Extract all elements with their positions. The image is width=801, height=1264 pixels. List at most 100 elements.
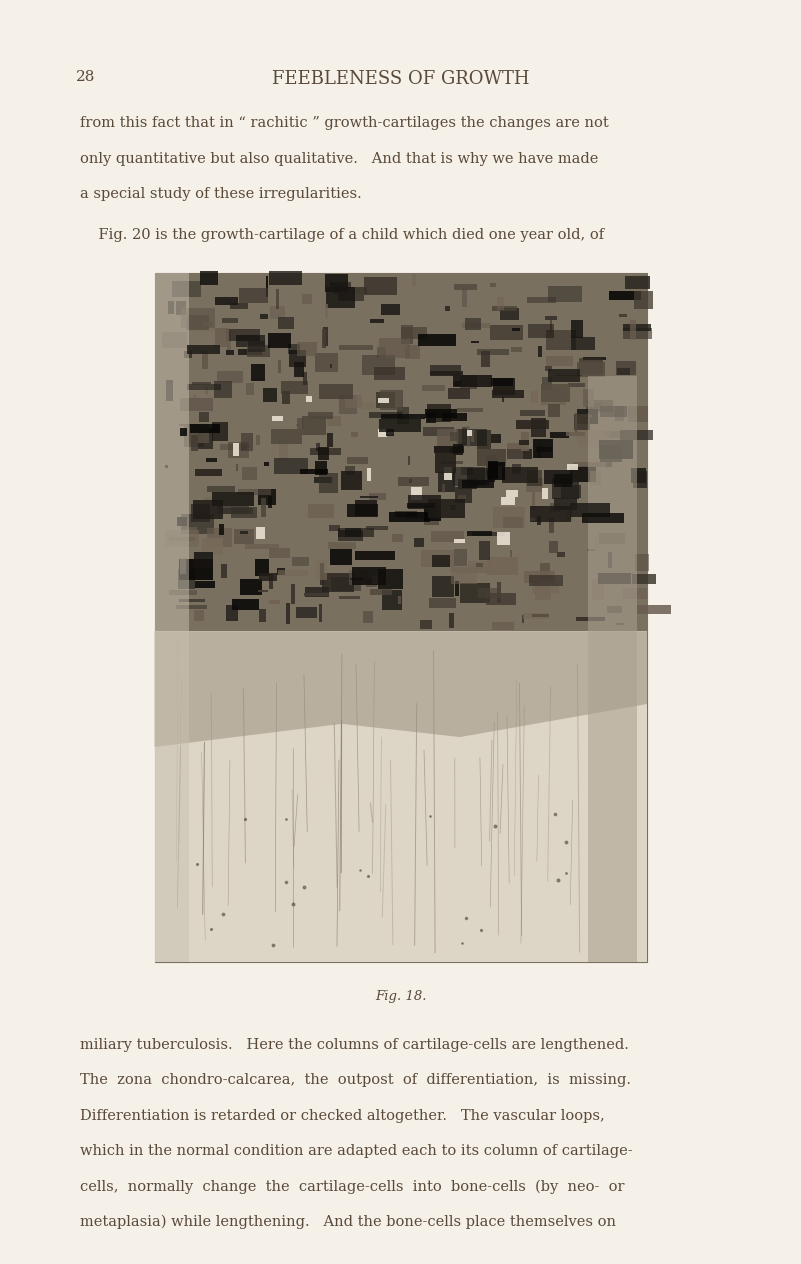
FancyBboxPatch shape xyxy=(304,594,328,597)
FancyBboxPatch shape xyxy=(455,580,459,597)
FancyBboxPatch shape xyxy=(616,623,624,624)
FancyBboxPatch shape xyxy=(549,541,558,554)
FancyBboxPatch shape xyxy=(428,404,451,422)
FancyBboxPatch shape xyxy=(302,295,312,305)
FancyBboxPatch shape xyxy=(240,432,253,451)
FancyBboxPatch shape xyxy=(366,526,388,530)
FancyBboxPatch shape xyxy=(302,416,326,435)
FancyBboxPatch shape xyxy=(305,586,329,598)
FancyBboxPatch shape xyxy=(586,401,614,412)
FancyBboxPatch shape xyxy=(165,530,199,547)
FancyBboxPatch shape xyxy=(296,423,299,426)
FancyBboxPatch shape xyxy=(431,531,464,542)
FancyBboxPatch shape xyxy=(274,458,308,474)
FancyBboxPatch shape xyxy=(169,590,197,595)
Text: from this fact that in “ rachitic ” growth-cartilages the changes are not: from this fact that in “ rachitic ” grow… xyxy=(80,116,609,130)
FancyBboxPatch shape xyxy=(282,391,290,404)
FancyBboxPatch shape xyxy=(476,564,483,566)
FancyBboxPatch shape xyxy=(420,621,432,629)
FancyBboxPatch shape xyxy=(449,613,454,628)
FancyBboxPatch shape xyxy=(457,408,483,412)
FancyBboxPatch shape xyxy=(486,593,516,604)
FancyBboxPatch shape xyxy=(180,428,187,436)
FancyBboxPatch shape xyxy=(455,487,472,503)
FancyBboxPatch shape xyxy=(382,590,402,611)
FancyBboxPatch shape xyxy=(207,458,217,461)
FancyBboxPatch shape xyxy=(260,498,266,517)
FancyBboxPatch shape xyxy=(525,571,554,583)
FancyBboxPatch shape xyxy=(590,403,602,411)
FancyBboxPatch shape xyxy=(330,550,352,565)
FancyBboxPatch shape xyxy=(187,345,220,354)
FancyBboxPatch shape xyxy=(179,559,213,580)
FancyBboxPatch shape xyxy=(550,503,560,512)
FancyBboxPatch shape xyxy=(487,557,518,575)
FancyBboxPatch shape xyxy=(545,316,557,320)
FancyBboxPatch shape xyxy=(242,466,257,480)
FancyBboxPatch shape xyxy=(366,578,376,586)
FancyBboxPatch shape xyxy=(255,559,269,575)
FancyBboxPatch shape xyxy=(554,474,571,488)
FancyBboxPatch shape xyxy=(272,416,283,421)
FancyBboxPatch shape xyxy=(530,391,537,403)
FancyBboxPatch shape xyxy=(486,455,497,477)
FancyBboxPatch shape xyxy=(192,382,211,386)
FancyBboxPatch shape xyxy=(615,406,625,421)
FancyBboxPatch shape xyxy=(573,461,606,466)
FancyBboxPatch shape xyxy=(296,607,317,618)
FancyBboxPatch shape xyxy=(521,614,524,623)
FancyBboxPatch shape xyxy=(462,427,467,445)
FancyBboxPatch shape xyxy=(314,477,332,483)
FancyBboxPatch shape xyxy=(448,388,470,399)
FancyBboxPatch shape xyxy=(245,544,279,549)
FancyBboxPatch shape xyxy=(532,489,535,509)
FancyBboxPatch shape xyxy=(568,383,586,387)
FancyBboxPatch shape xyxy=(628,406,649,422)
FancyBboxPatch shape xyxy=(239,288,268,302)
FancyBboxPatch shape xyxy=(623,588,646,599)
FancyBboxPatch shape xyxy=(490,283,496,287)
FancyBboxPatch shape xyxy=(493,507,525,528)
FancyBboxPatch shape xyxy=(529,518,535,522)
FancyBboxPatch shape xyxy=(216,370,244,383)
FancyBboxPatch shape xyxy=(421,550,454,568)
FancyBboxPatch shape xyxy=(561,484,582,498)
FancyBboxPatch shape xyxy=(501,397,504,402)
FancyBboxPatch shape xyxy=(347,504,378,517)
FancyBboxPatch shape xyxy=(179,599,204,602)
FancyBboxPatch shape xyxy=(471,341,479,343)
FancyBboxPatch shape xyxy=(176,301,186,315)
FancyBboxPatch shape xyxy=(308,412,333,420)
FancyBboxPatch shape xyxy=(345,528,374,537)
FancyBboxPatch shape xyxy=(230,302,248,310)
FancyBboxPatch shape xyxy=(599,440,633,459)
FancyBboxPatch shape xyxy=(630,320,636,340)
FancyBboxPatch shape xyxy=(432,576,453,598)
FancyBboxPatch shape xyxy=(425,408,457,418)
FancyBboxPatch shape xyxy=(165,465,168,469)
FancyBboxPatch shape xyxy=(550,432,569,439)
FancyBboxPatch shape xyxy=(530,507,571,522)
FancyBboxPatch shape xyxy=(328,542,356,549)
FancyBboxPatch shape xyxy=(323,327,328,346)
FancyBboxPatch shape xyxy=(171,282,201,297)
FancyBboxPatch shape xyxy=(453,468,485,485)
FancyBboxPatch shape xyxy=(509,550,512,556)
FancyBboxPatch shape xyxy=(297,418,304,430)
FancyBboxPatch shape xyxy=(350,578,364,580)
FancyBboxPatch shape xyxy=(608,552,612,569)
FancyBboxPatch shape xyxy=(450,551,453,573)
Text: Fig. 18.: Fig. 18. xyxy=(375,990,426,1002)
FancyBboxPatch shape xyxy=(635,554,650,571)
FancyBboxPatch shape xyxy=(501,497,515,504)
FancyBboxPatch shape xyxy=(590,471,601,484)
FancyBboxPatch shape xyxy=(477,449,506,466)
FancyBboxPatch shape xyxy=(501,466,538,483)
FancyBboxPatch shape xyxy=(623,327,652,339)
FancyBboxPatch shape xyxy=(537,516,541,526)
FancyBboxPatch shape xyxy=(532,614,549,618)
FancyBboxPatch shape xyxy=(532,581,559,594)
FancyBboxPatch shape xyxy=(259,609,266,622)
FancyBboxPatch shape xyxy=(251,364,264,380)
FancyBboxPatch shape xyxy=(234,528,254,545)
